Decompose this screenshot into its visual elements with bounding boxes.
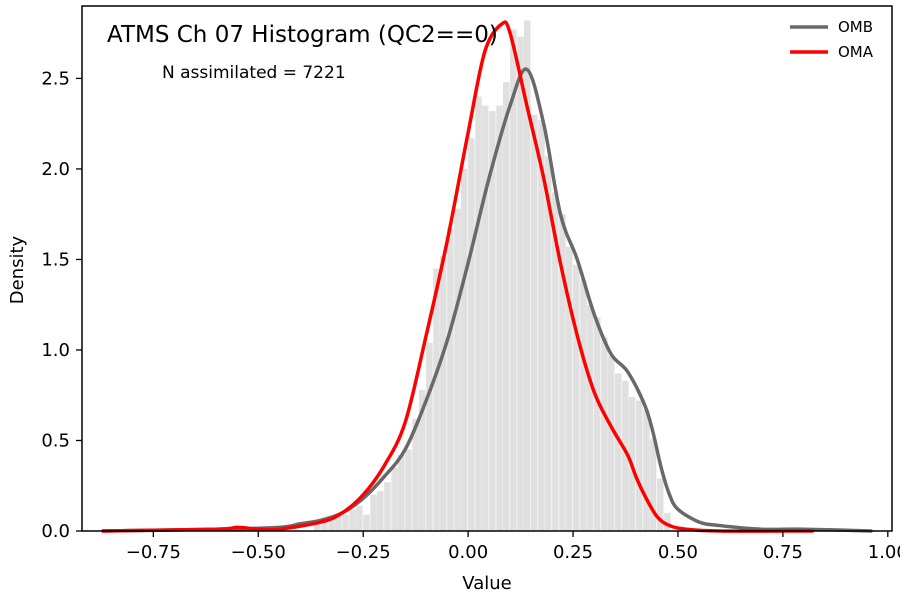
histogram-bar [496, 105, 503, 531]
histogram-bar [565, 246, 573, 531]
legend-label-omb: OMB [838, 18, 873, 36]
histogram-bar [419, 389, 426, 531]
histogram-bar [391, 467, 398, 531]
x-tick-label: −0.25 [336, 542, 391, 563]
histogram-bar [607, 355, 615, 531]
histogram-bar [481, 105, 489, 531]
x-tick-label: 1.00 [868, 542, 900, 563]
density-lines [101, 20, 873, 533]
histogram-bars [314, 20, 671, 532]
histogram-bar [356, 505, 363, 531]
chart-title: ATMS Ch 07 Histogram (QC2==0) [107, 22, 498, 48]
histogram-bar [439, 255, 447, 531]
histogram-bar [523, 20, 531, 531]
x-tick-label: −0.75 [126, 542, 181, 563]
sample-count-annotation: N assimilated = 7221 [162, 63, 346, 83]
histogram-bar [635, 400, 643, 531]
histogram-bar [384, 482, 391, 531]
y-tick-label: 1.5 [41, 249, 70, 270]
legend: OMB OMA [790, 18, 874, 61]
x-tick-label: 0.25 [553, 542, 593, 563]
histogram-bar [447, 228, 454, 532]
histogram-bar [454, 208, 461, 531]
legend-label-oma: OMA [838, 43, 874, 61]
histogram-bar [335, 516, 342, 531]
histogram-bar [531, 114, 538, 532]
histogram-bar [517, 36, 524, 531]
histogram-bar [468, 138, 475, 531]
y-axis-ticks: 0.0 0.5 1.0 1.5 2.0 2.5 [41, 68, 82, 542]
histogram-bar [370, 494, 377, 531]
histogram-bar [460, 168, 468, 531]
histogram-bar [489, 111, 496, 531]
histogram-bar [510, 29, 517, 532]
y-tick-label: 0.5 [41, 430, 70, 451]
x-tick-label: 0.75 [763, 542, 803, 563]
x-axis-ticks: −0.75 −0.50 −0.25 0.00 0.25 0.50 0.75 1.00 [126, 531, 900, 563]
x-axis-label: Value [462, 573, 511, 594]
histogram-bar [342, 514, 349, 531]
y-axis-label: Density [7, 235, 28, 304]
histogram-bar [398, 454, 405, 531]
histogram-bar [594, 317, 601, 531]
y-tick-label: 2.0 [41, 159, 70, 180]
histogram-bar [615, 373, 622, 531]
histogram-bar [475, 96, 482, 532]
x-tick-label: 0.00 [448, 542, 488, 563]
x-tick-label: 0.50 [658, 542, 698, 563]
density-line-oma [101, 20, 815, 533]
x-tick-label: −0.50 [231, 542, 286, 563]
histogram-bar [586, 304, 594, 531]
histogram-bar [580, 279, 587, 531]
histogram-bar [363, 514, 370, 531]
histogram-bar [502, 82, 510, 531]
histogram-bar [433, 268, 440, 531]
histogram-bar [656, 478, 664, 531]
histogram-bar [622, 380, 629, 531]
histogram-bar [349, 509, 356, 531]
histogram-bar [552, 192, 559, 531]
histogram-bar [328, 518, 335, 531]
histogram-bar [643, 409, 650, 531]
histogram-bar [664, 512, 671, 531]
histogram-bar [573, 264, 580, 531]
histogram-bar [544, 156, 552, 531]
y-tick-label: 1.0 [41, 340, 70, 361]
histogram-bar [601, 337, 608, 531]
plot-area-frame [81, 5, 893, 532]
histogram-bar [559, 214, 566, 531]
histogram-bar [314, 523, 321, 531]
histogram-bar [538, 120, 545, 532]
histogram-bar [649, 438, 657, 531]
histogram-bar [377, 491, 384, 531]
y-tick-label: 2.5 [41, 68, 70, 89]
histogram-bar [321, 520, 328, 531]
histogram-bar [405, 449, 412, 531]
y-tick-label: 0.0 [41, 521, 70, 542]
histogram-bar [412, 418, 419, 531]
histogram-bar [426, 342, 433, 531]
